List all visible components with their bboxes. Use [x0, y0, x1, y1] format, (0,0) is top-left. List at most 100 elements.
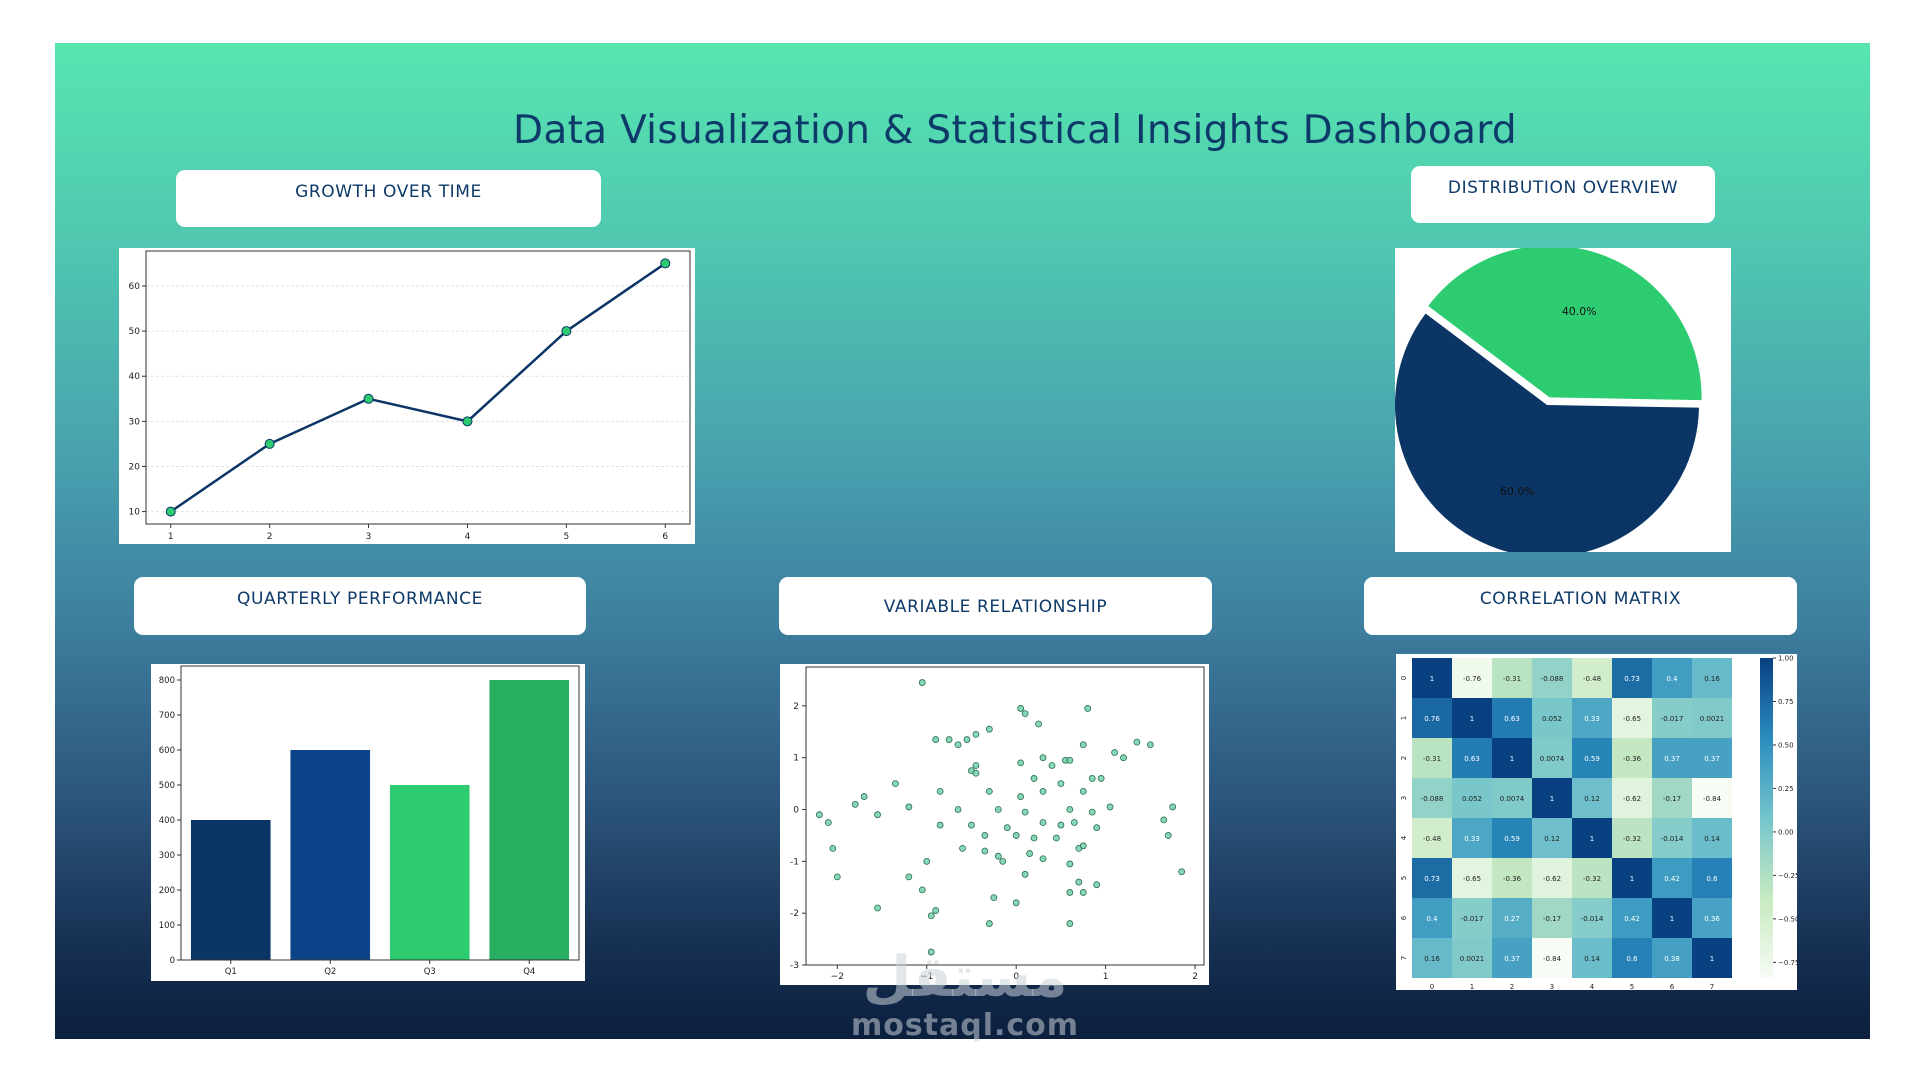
heatmap-cell-label: 0.33: [1464, 835, 1480, 843]
card-relationship-label: VARIABLE RELATIONSHIP: [883, 597, 1108, 617]
scatter-point: [1048, 762, 1056, 769]
heatmap-cell-label: 0.0074: [1500, 795, 1525, 803]
line-ytick-label: 50: [129, 327, 141, 337]
line-ytick-label: 30: [129, 417, 141, 427]
bar: [290, 750, 371, 960]
heatmap-cell: [1452, 738, 1492, 778]
heatmap-cell: [1572, 898, 1612, 938]
heatmap-cell-label: -0.32: [1583, 875, 1601, 883]
heatmap-col-label: 5: [1630, 983, 1634, 990]
scatter-point: [1066, 860, 1074, 868]
heatmap-cell-label: 0.42: [1664, 875, 1680, 883]
heatmap-colorbar-label: 0.75: [1778, 698, 1794, 706]
heatmap-cell: [1572, 938, 1612, 978]
heatmap-cell-label: -0.76: [1463, 675, 1482, 683]
heatmap-col-label: 4: [1590, 983, 1595, 990]
heatmap-cell: [1412, 778, 1452, 818]
scatter-chart-panel: -3 -2 -1 0 1 2 −2 −1 0 1 2: [780, 664, 1209, 985]
scatter-xtick-label: 1: [1103, 972, 1109, 982]
heatmap-cell-label: -0.17: [1543, 915, 1561, 923]
heatmap-cell-label: 1: [1550, 795, 1554, 803]
scatter-xtick-label: −1: [920, 972, 933, 982]
scatter-point: [918, 886, 926, 894]
heatmap-cell: [1612, 658, 1652, 698]
scatter-point: [936, 821, 944, 829]
heatmap-cell: [1492, 778, 1532, 818]
heatmap-cell: [1412, 658, 1452, 698]
scatter-point: [954, 741, 962, 749]
line-point: [660, 258, 671, 269]
scatter-point: [968, 821, 975, 829]
bar-ytick-label: 200: [159, 886, 175, 896]
heatmap-cell-label: 0.12: [1544, 835, 1560, 843]
heatmap-cell: [1652, 858, 1692, 898]
scatter-xtick-label: −2: [831, 972, 844, 982]
scatter-point: [972, 769, 980, 777]
heatmap-row-label: 1: [1400, 716, 1408, 720]
scatter-point: [1021, 808, 1029, 816]
dashboard-title: Data Visualization & Statistical Insight…: [513, 108, 1517, 153]
scatter-point: [959, 844, 966, 852]
line-ytick-label: 10: [129, 508, 141, 518]
scatter-point: [874, 811, 881, 819]
heatmap-cell-label: -0.84: [1703, 795, 1722, 803]
scatter-point: [1079, 842, 1087, 850]
scatter-ytick-label: -2: [790, 909, 799, 919]
heatmap-cell: [1572, 738, 1612, 778]
scatter-point: [954, 806, 962, 813]
heatmap-panel: 1 -0.76 -0.31 -0.088 -0.48 0.73 0.4 0.16 0.76 1 0.…: [1396, 654, 1797, 990]
heatmap-cell: [1532, 778, 1572, 818]
heatmap-cell: [1692, 738, 1732, 778]
pie-slice-label: 40.0%: [1562, 305, 1597, 318]
scatter-point: [1030, 775, 1038, 782]
scatter-point: [927, 948, 935, 956]
heatmap-cell: [1412, 938, 1452, 978]
bar-chart-panel: 0 100 200 300 400 500 600 700 800 Q1 Q2 Q3 Q4: [151, 664, 585, 981]
scatter-xtick-label: 2: [1192, 972, 1198, 982]
heatmap-cell: [1532, 738, 1572, 778]
scatter-point: [829, 844, 837, 852]
heatmap-colorbar-label: 0.25: [1778, 785, 1794, 793]
scatter-point: [816, 811, 823, 819]
heatmap-cell: [1532, 818, 1572, 858]
scatter-point: [1012, 832, 1020, 839]
pie-slice-label: 60.0%: [1500, 485, 1535, 498]
heatmap-cell: [1412, 858, 1452, 898]
heatmap-cell-label: -0.088: [1541, 675, 1564, 683]
line-ytick-label: 20: [129, 462, 141, 472]
line-chart: 10 20 30 40 50 60 1 2 3 4 5 6: [129, 250, 691, 542]
line-plot-frame: [145, 250, 691, 525]
bar-ytick-label: 100: [159, 921, 175, 931]
heatmap-cell-label: 0.14: [1704, 835, 1720, 843]
scatter-point: [1017, 759, 1025, 767]
heatmap-colorbar-label: −0.25: [1778, 872, 1797, 880]
scatter-point: [1111, 749, 1118, 756]
bar-xtick-label: Q3: [424, 967, 436, 977]
scatter-point: [874, 904, 881, 912]
heatmap-cell: [1652, 778, 1692, 818]
scatter-point: [936, 787, 944, 795]
scatter-point: [932, 736, 940, 743]
scatter-point: [860, 793, 868, 800]
correlation-heatmap: 1 -0.76 -0.31 -0.088 -0.48 0.73 0.4 0.16 0.76 1 0.…: [1400, 655, 1797, 991]
scatter-point: [1053, 834, 1060, 842]
scatter-point: [1039, 855, 1047, 863]
bar-ytick-label: 0: [170, 956, 175, 966]
heatmap-colorbar-label: −0.50: [1778, 915, 1797, 923]
heatmap-cell: [1652, 658, 1692, 698]
heatmap-cell: [1412, 818, 1452, 858]
line-xtick-label: 4: [465, 532, 471, 542]
scatter-point: [972, 730, 980, 738]
heatmap-cell-label: -0.62: [1543, 875, 1561, 883]
scatter-point: [918, 679, 926, 686]
heatmap-row-label: 7: [1400, 956, 1408, 960]
pie-chart-panel: 40.0% 60.0%: [1395, 248, 1731, 552]
heatmap-cell: [1492, 658, 1532, 698]
scatter-point: [1017, 793, 1025, 800]
heatmap-cell: [1692, 818, 1732, 858]
scatter-ytick-label: 0: [793, 806, 799, 816]
bar: [389, 785, 470, 960]
scatter-point: [1039, 787, 1047, 795]
scatter-point: [905, 803, 913, 811]
scatter-point: [1066, 889, 1074, 896]
